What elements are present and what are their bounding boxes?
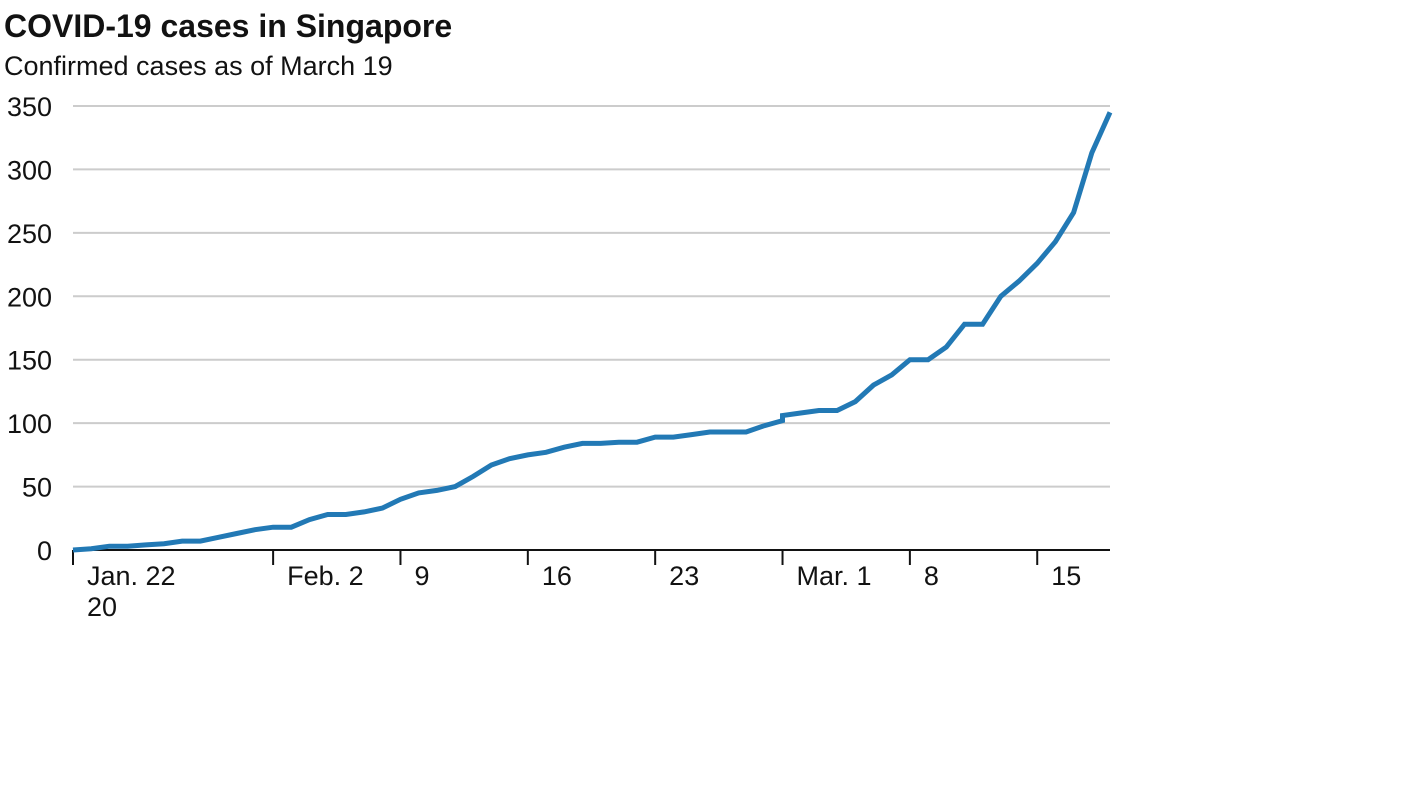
x-tick-year-label: 20 [87, 592, 117, 622]
y-tick-label: 300 [7, 155, 52, 185]
y-axis: 0 50 100 150 200 250 300 350 [7, 92, 52, 566]
x-tick-label: 8 [924, 561, 939, 591]
y-tick-label: 0 [37, 536, 52, 566]
y-tick-label: 100 [7, 409, 52, 439]
x-tick-label: Mar. 1 [797, 561, 872, 591]
x-tick-label: Jan. 22 [87, 561, 176, 591]
series-layer [72, 111, 1113, 553]
y-tick-label: 150 [7, 346, 52, 376]
y-tick-label: 350 [7, 92, 52, 122]
y-tick-label: 50 [22, 473, 52, 503]
x-tick-label: Feb. 2 [287, 561, 364, 591]
series-line-confirmed-cases [72, 111, 1113, 553]
gridlines [73, 105, 1110, 488]
chart-title: COVID-19 cases in Singapore [4, 8, 453, 44]
chart-subtitle: Confirmed cases as of March 19 [4, 51, 393, 81]
x-tick-label: 23 [669, 561, 699, 591]
x-tick-label: 9 [414, 561, 429, 591]
x-tick-label: 16 [542, 561, 572, 591]
y-tick-label: 250 [7, 219, 52, 249]
x-tick-label: 15 [1051, 561, 1081, 591]
y-tick-label: 200 [7, 282, 52, 312]
